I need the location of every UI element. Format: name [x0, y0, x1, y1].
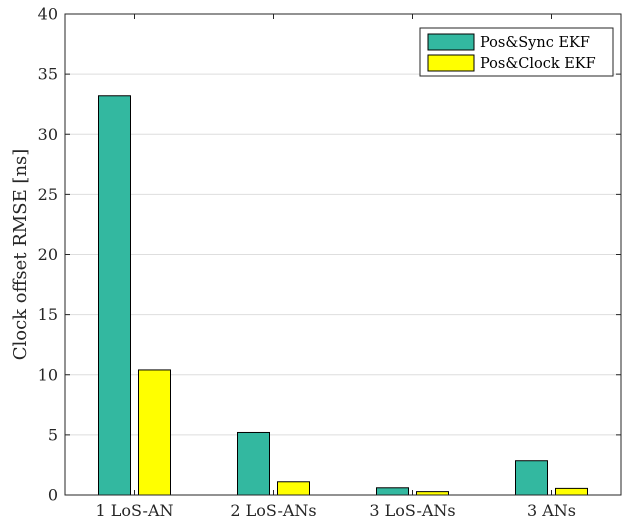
- y-tick-label-30: 30: [38, 125, 58, 144]
- y-tick-label-25: 25: [38, 185, 58, 204]
- bar-pos-clock-ekf-2-los-ans: [277, 481, 310, 496]
- legend: Pos&Sync EKF Pos&Clock EKF: [419, 27, 614, 77]
- x-tick-label-3-los-ans: 3 LoS-ANs: [369, 501, 455, 520]
- bar-pos-clock-ekf-3-ans: [555, 487, 588, 496]
- legend-swatch-pos-sync: [427, 33, 475, 51]
- bar-pos-sync-ekf-3-ans: [515, 460, 548, 496]
- x-tick-label-1-los-an: 1 LoS-AN: [95, 501, 173, 520]
- bar-pos-sync-ekf-2-los-ans: [237, 431, 270, 496]
- bar-pos-clock-ekf-3-los-ans: [416, 491, 449, 496]
- y-tick-label-35: 35: [38, 65, 58, 84]
- x-tick-label-3-ans: 3 ANs: [527, 501, 576, 520]
- x-axis-ticks: 1 LoS-AN 2 LoS-ANs 3 LoS-ANs 3 ANs: [95, 14, 576, 520]
- y-tick-label-5: 5: [48, 425, 58, 444]
- y-tick-label-40: 40: [38, 5, 58, 24]
- legend-label-pos-sync: Pos&Sync EKF: [480, 35, 590, 51]
- legend-label-pos-clock: Pos&Clock EKF: [480, 56, 596, 72]
- bar-pos-clock-ekf-1-los-an: [138, 369, 171, 496]
- y-tick-label-15: 15: [38, 305, 58, 324]
- bar-pos-sync-ekf-3-los-ans: [376, 487, 409, 496]
- x-tick-label-2-los-ans: 2 LoS-ANs: [230, 501, 316, 520]
- y-tick-label-20: 20: [38, 245, 58, 264]
- y-tick-label-10: 10: [38, 365, 58, 384]
- y-axis-label: Clock offset RMSE [ns]: [10, 149, 31, 361]
- legend-swatch-pos-clock: [427, 54, 475, 72]
- y-tick-label-0: 0: [48, 486, 58, 505]
- bar-pos-sync-ekf-1-los-an: [98, 95, 131, 496]
- y-axis-ticks: 0 5 10 15 20 25 30 35 40: [38, 5, 621, 505]
